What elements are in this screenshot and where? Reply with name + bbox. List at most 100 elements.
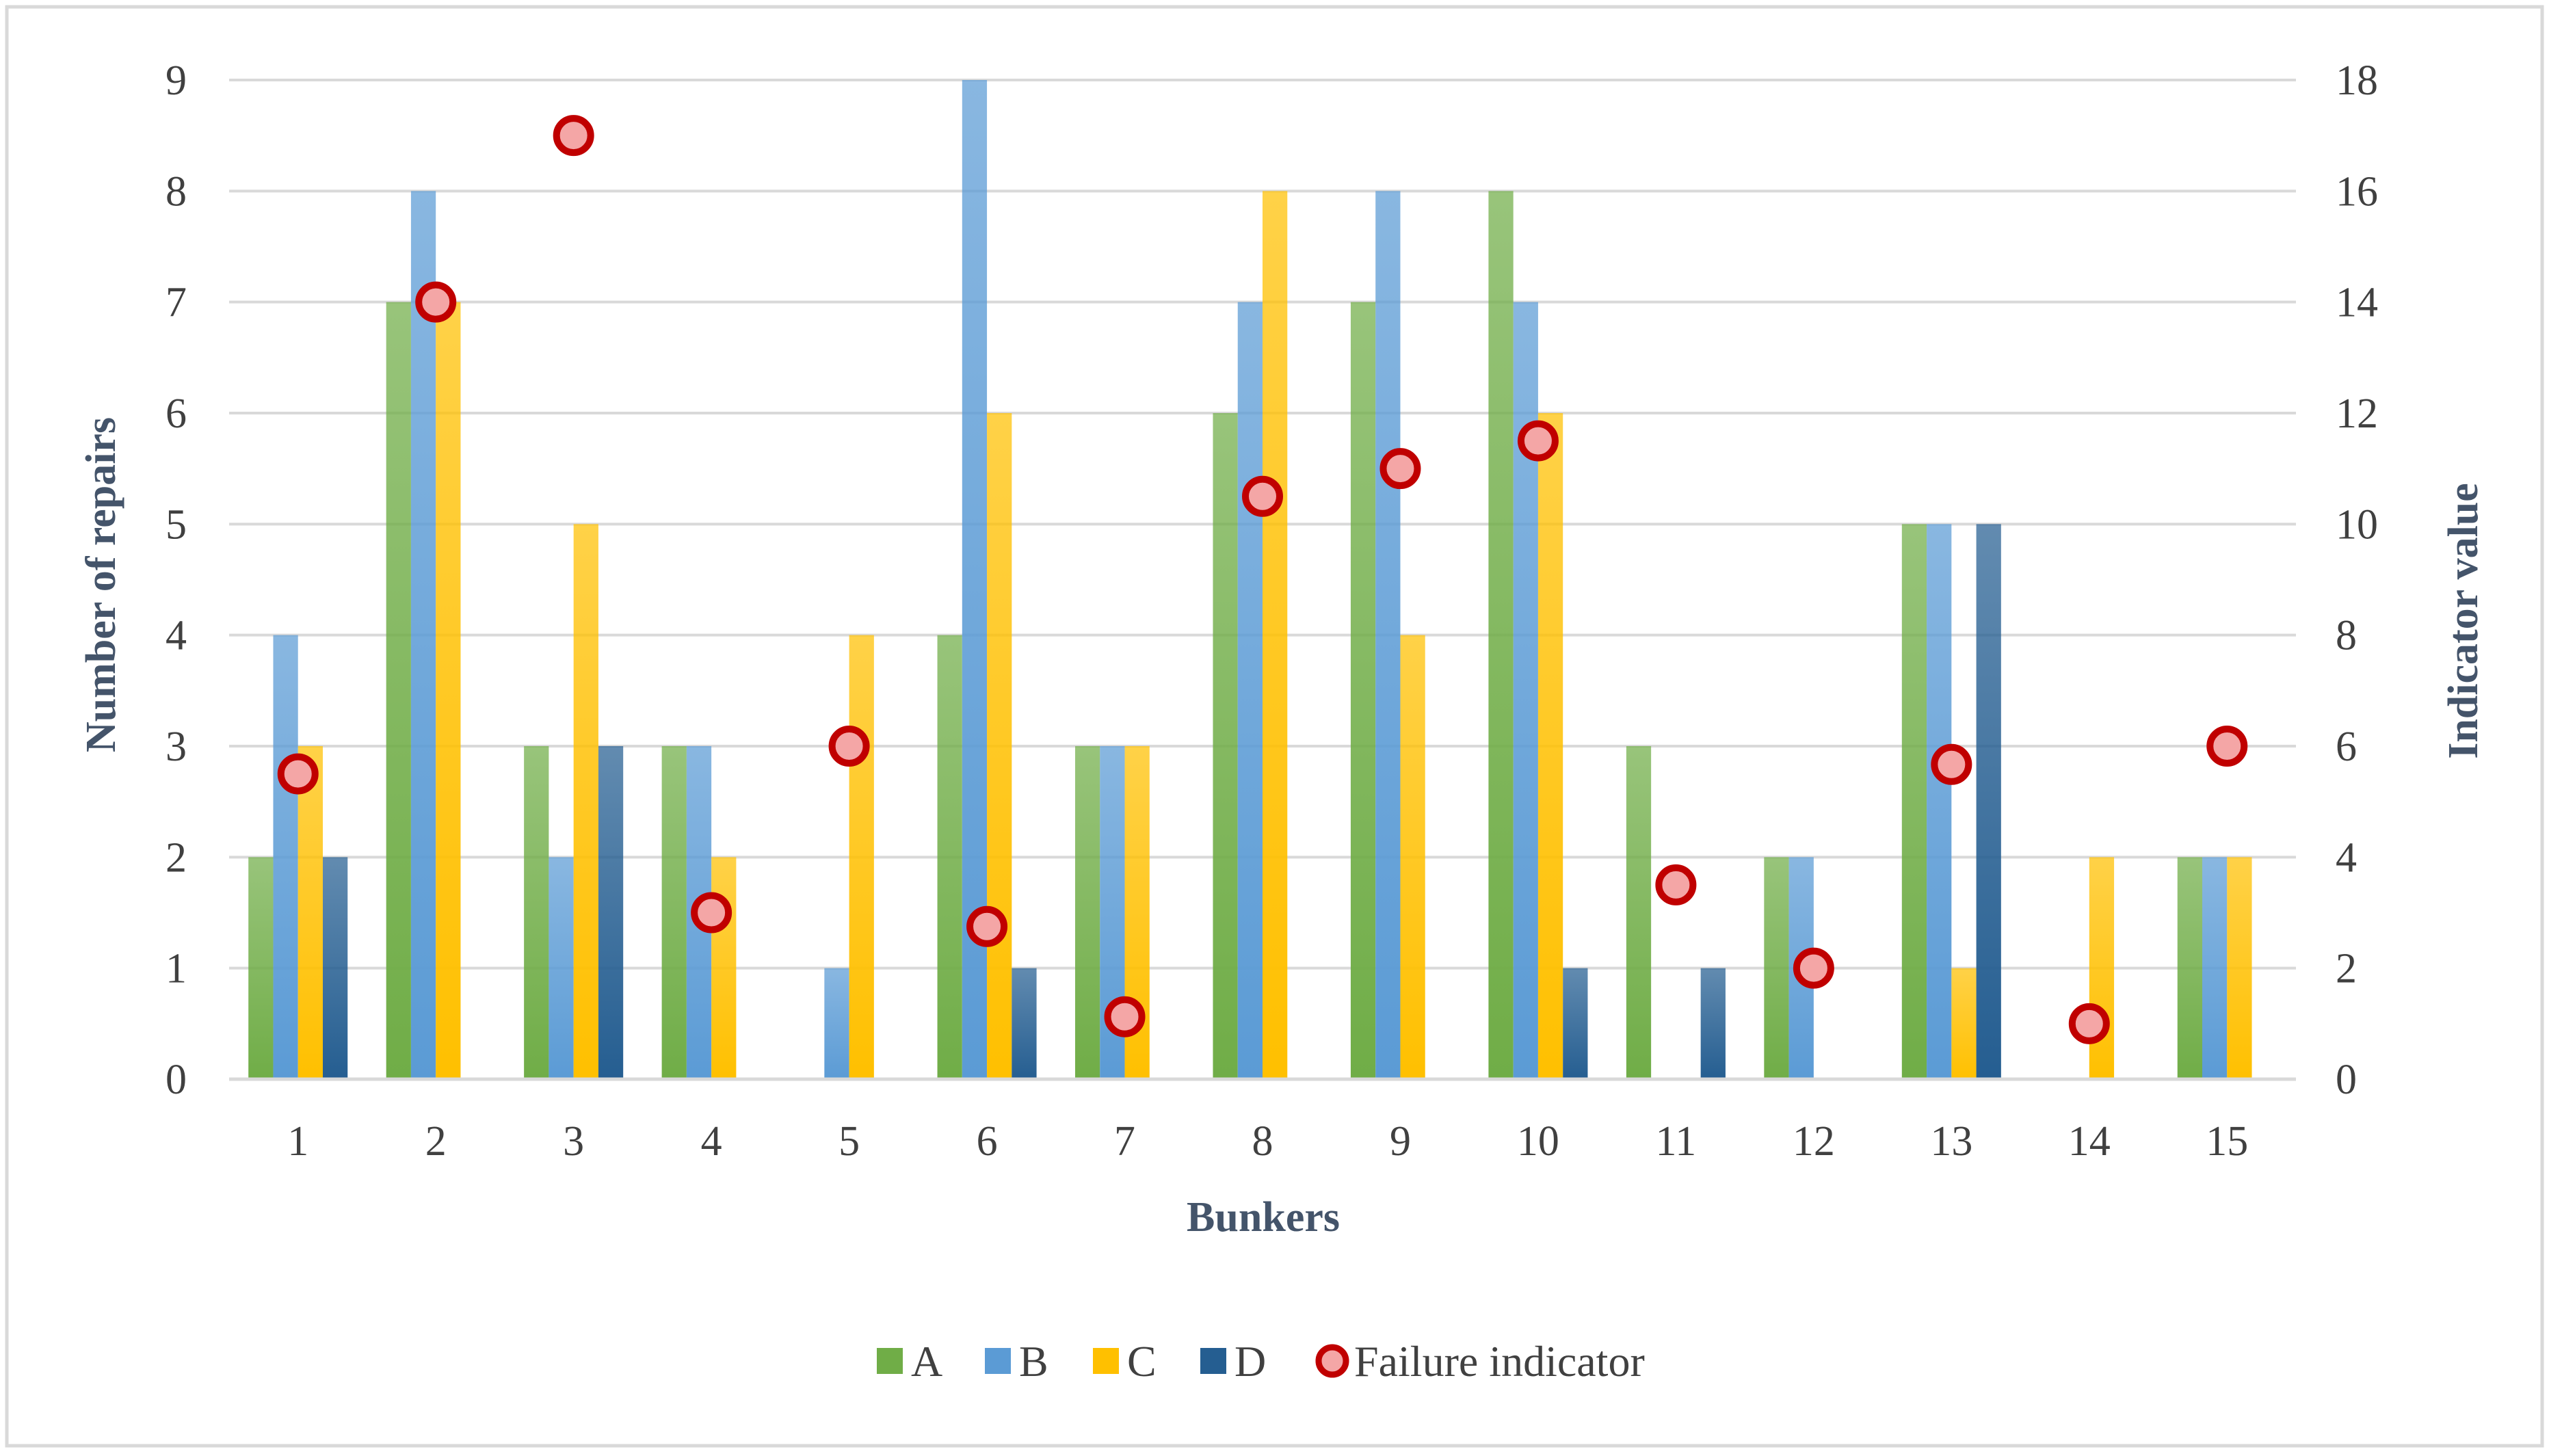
legend-swatch	[1200, 1348, 1226, 1374]
failure-indicator-point-12	[1793, 947, 1834, 989]
x-tick-label: 13	[1930, 1118, 1972, 1165]
failure-indicator-point-6	[966, 905, 1008, 947]
y-tick-label: 8	[166, 168, 187, 215]
bar-b-5	[824, 968, 849, 1079]
y2-tick-label: 14	[2336, 280, 2378, 326]
bar-c-4	[711, 857, 737, 1079]
bar-c-9	[1400, 635, 1425, 1079]
legend-item-d: D	[1200, 1337, 1266, 1386]
legend-label: D	[1234, 1337, 1266, 1386]
legend-swatch	[985, 1348, 1011, 1374]
legend-label: C	[1127, 1337, 1157, 1386]
y2-tick-label: 8	[2336, 613, 2357, 659]
bar-d-1	[322, 857, 348, 1079]
legend-item-c: C	[1093, 1337, 1157, 1386]
bar-a-1	[248, 857, 274, 1079]
legend-item-failure-indicator: Failure indicator	[1315, 1337, 1645, 1386]
bar-a-12	[1764, 857, 1789, 1079]
bar-c-3	[573, 524, 598, 1079]
bar-b-13	[1927, 524, 1952, 1079]
x-tick-label: 12	[1793, 1118, 1835, 1165]
failure-indicator-point-1	[277, 753, 319, 795]
bar-b-15	[2202, 857, 2228, 1079]
indicator-points-layer	[277, 115, 2248, 1044]
bar-b-2	[410, 191, 436, 1079]
bar-a-8	[1213, 413, 1238, 1079]
bar-c-14	[2089, 857, 2115, 1079]
x-axis-label: Bunkers	[1187, 1194, 1340, 1241]
legend: A B C D Failure indicator	[877, 1337, 1645, 1386]
legend-item-a: A	[877, 1337, 942, 1386]
failure-indicator-point-9	[1379, 448, 1421, 490]
bar-b-10	[1513, 302, 1538, 1080]
bar-b-8	[1237, 302, 1263, 1080]
y2-tick-label: 0	[2336, 1057, 2357, 1103]
failure-indicator-point-11	[1655, 864, 1697, 905]
failure-indicator-point-3	[553, 115, 594, 157]
bar-a-9	[1350, 302, 1376, 1080]
bar-a-4	[661, 746, 687, 1079]
bar-d-3	[598, 746, 624, 1079]
legend-item-b: B	[985, 1337, 1048, 1386]
legend-label: Failure indicator	[1354, 1337, 1645, 1386]
y2-tick-label: 2	[2336, 946, 2357, 992]
bar-a-7	[1075, 746, 1100, 1079]
y-axis-label: Number of repairs	[78, 417, 124, 752]
failure-indicator-point-7	[1104, 996, 1146, 1037]
y-tick-label: 9	[166, 57, 187, 104]
failure-indicator-point-10	[1517, 420, 1559, 462]
bar-c-5	[849, 635, 874, 1079]
x-tick-label: 1	[287, 1118, 308, 1165]
x-tick-label: 15	[2206, 1118, 2248, 1165]
y-tick-label: 3	[166, 724, 187, 770]
bar-c-8	[1263, 191, 1288, 1079]
bar-c-13	[1951, 968, 1977, 1079]
failure-indicator-point-13	[1931, 743, 1972, 785]
bar-a-3	[524, 746, 549, 1079]
legend-marker	[1315, 1344, 1349, 1378]
bar-a-2	[386, 302, 411, 1080]
bar-d-6	[1012, 968, 1037, 1079]
y-tick-label: 4	[166, 613, 187, 659]
bar-c-15	[2227, 857, 2252, 1079]
x-tick-label: 2	[425, 1118, 447, 1165]
legend-label: A	[911, 1337, 942, 1386]
y-tick-label: 6	[166, 391, 187, 437]
y-tick-label: 1	[166, 946, 187, 992]
x-tick-label: 4	[701, 1118, 722, 1165]
bar-a-13	[1901, 524, 1927, 1079]
x-tick-label: 10	[1517, 1118, 1559, 1165]
bar-c-2	[436, 302, 461, 1080]
x-tick-label: 7	[1114, 1118, 1135, 1165]
failure-indicator-point-4	[691, 892, 732, 934]
y2-tick-label: 4	[2336, 834, 2357, 881]
bar-a-10	[1488, 191, 1514, 1079]
y2-tick-label: 6	[2336, 724, 2357, 770]
x-tick-label: 3	[563, 1118, 584, 1165]
x-tick-label: 11	[1656, 1118, 1697, 1165]
bar-c-1	[298, 746, 323, 1079]
legend-swatch	[1093, 1348, 1119, 1374]
y2-tick-label: 16	[2336, 168, 2378, 215]
bar-d-11	[1700, 968, 1726, 1079]
y-tick-label: 0	[166, 1057, 187, 1103]
failure-indicator-point-14	[2068, 1003, 2110, 1044]
bar-d-10	[1563, 968, 1588, 1079]
x-tick-label: 14	[2068, 1118, 2111, 1165]
y2-tick-label: 10	[2336, 501, 2378, 548]
bar-c-10	[1537, 413, 1563, 1079]
bar-d-13	[1976, 524, 2001, 1079]
bar-a-15	[2177, 857, 2203, 1079]
x-tick-label: 9	[1390, 1118, 1411, 1165]
failure-indicator-point-2	[415, 281, 457, 323]
bar-b-9	[1375, 191, 1401, 1079]
bar-c-6	[987, 413, 1012, 1079]
bar-a-6	[937, 635, 962, 1079]
y-tick-label: 7	[166, 280, 187, 326]
y-tick-label: 5	[166, 501, 187, 548]
failure-indicator-point-8	[1242, 475, 1283, 517]
x-tick-label: 5	[838, 1118, 860, 1165]
